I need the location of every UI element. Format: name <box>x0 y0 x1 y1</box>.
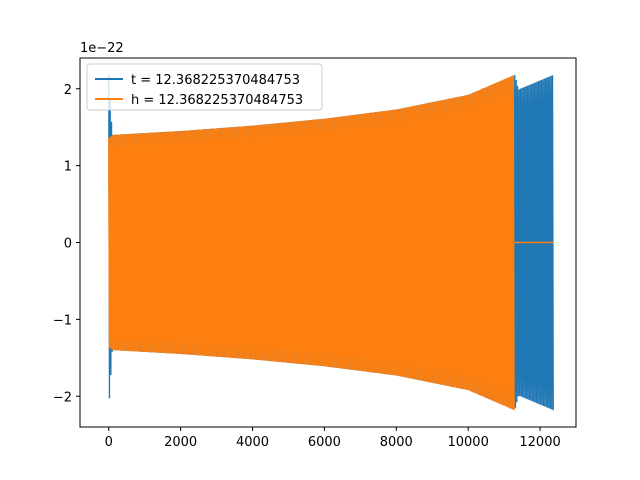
x-axis: 0 2000 4000 6000 8000 10000 12000 <box>105 427 561 450</box>
x-tick-label: 10000 <box>447 435 488 450</box>
x-tick-label: 12000 <box>519 435 560 450</box>
y-tick-label: −2 <box>53 390 72 405</box>
legend-entry-1: h = 12.368225370484753 <box>131 93 303 108</box>
y-offset-text: 1e−22 <box>80 41 124 56</box>
legend: t = 12.368225370484753 h = 12.36822537048… <box>86 63 323 111</box>
y-tick-label: 0 <box>64 237 72 252</box>
y-tick-label: 1 <box>64 160 72 175</box>
y-axis: −2 −1 0 1 2 <box>53 83 80 405</box>
y-tick-label: −1 <box>53 313 72 328</box>
legend-entry-0: t = 12.368225370484753 <box>131 73 300 88</box>
x-tick-label: 6000 <box>308 435 341 450</box>
x-tick-label: 2000 <box>164 435 197 450</box>
x-tick-label: 4000 <box>236 435 269 450</box>
series-line-1 <box>108 75 515 411</box>
legend-box <box>86 63 323 111</box>
series-layer <box>108 74 554 411</box>
x-tick-label: 8000 <box>380 435 413 450</box>
y-tick-label: 2 <box>64 83 72 98</box>
x-tick-label: 0 <box>105 435 113 450</box>
